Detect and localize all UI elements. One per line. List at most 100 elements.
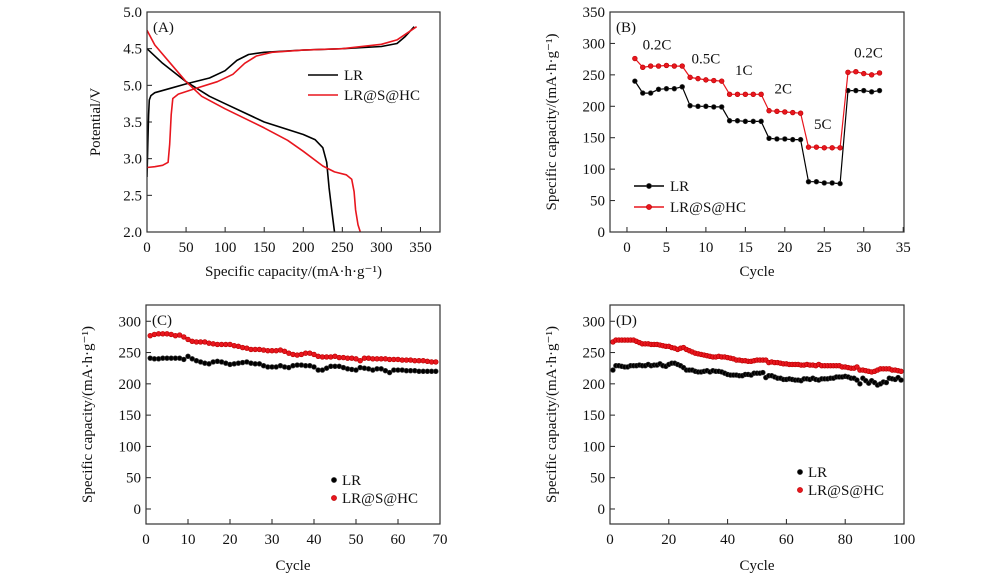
y-tick-label: 300 [583,314,606,330]
series-lr-s-hc-point [734,91,741,98]
plot-area [147,331,439,376]
series-lr-s-hc-point [695,75,701,82]
legend-marker-series-lr-s-hc [646,204,652,210]
series-lr-s-hc-point [797,110,804,116]
y-tick-label: 0 [134,502,142,518]
x-tick-label: 250 [331,240,354,256]
series-lr-s-hc-point [774,108,780,115]
series-lr-point [853,87,859,94]
series-lr-point [750,118,756,125]
y-tick-label: 200 [119,377,142,393]
series-lr-point [813,179,820,185]
x-tick-label: 20 [661,532,676,548]
series-lr-point [898,377,904,383]
y-tick-label: 250 [119,346,142,362]
series-lr-s-hc-point [655,63,662,69]
x-tick-label: 40 [307,532,322,548]
x-tick-label: 30 [265,532,280,548]
x-tick-label: 20 [223,532,238,548]
series-lr-point [679,84,685,90]
series-lr-s-hc-charge-curve [147,26,418,169]
series-lr-s-hc-point [758,91,764,98]
series-lr-point [805,179,812,185]
legend-marker-series-lr-s-hc [331,495,337,501]
series-lr-s-hc-point [433,359,439,365]
legend-label-series-lr-s-hc: LR@S@HC [808,483,884,499]
axes-frame [609,11,905,233]
x-tick-label: 0 [606,532,614,548]
legend-label-series-lr: LR [342,473,361,489]
x-tick-label: 20 [777,240,792,256]
x-tick-label: 80 [838,532,853,548]
series-lr-point [742,118,749,125]
series-lr-point [711,104,717,110]
series-lr-s-hc-point [703,77,709,83]
y-tick-label: 3.0 [123,152,142,168]
series-lr-point [185,353,191,360]
plot-area [632,55,883,187]
series-lr-point [703,103,709,109]
series-lr-point [837,180,843,187]
series-lr-s-hc-line [634,58,880,149]
axes-frame [146,11,441,233]
series-lr-point [311,364,317,370]
series-lr-point [433,368,439,375]
series-lr-point [797,136,804,143]
x-tick-label: 10 [181,532,196,548]
series-lr-point [640,90,646,96]
y-tick-label: 2.0 [123,225,142,241]
x-tick-label: 15 [738,240,753,256]
series-lr-point [782,136,788,142]
x-tick-label: 25 [817,240,832,256]
series-lr-s-hc-point [805,144,812,150]
x-axis-title: Specific capacity/(mA·h·g⁻¹) [205,264,382,280]
series-lr-s-hc-point [845,69,851,76]
x-tick-label: 0 [143,240,151,256]
x-tick-label: 0 [142,532,150,548]
series-lr-point [610,367,616,373]
series-lr-s-hc-point [837,145,843,151]
x-axis-title: Cycle [276,558,311,574]
series-lr-s-hc-point [671,63,678,69]
panel-label: (A) [153,20,174,36]
legend-marker-series-lr [331,477,337,483]
y-tick-label: 300 [119,314,142,330]
series-lr-point [774,136,780,142]
plot-area [147,26,418,232]
y-tick-label: 100 [583,162,606,178]
series-lr-s-hc-point [632,55,638,62]
y-tick-label: 0 [598,225,606,241]
legend-marker-series-lr [646,183,652,189]
x-tick-label: 60 [391,532,406,548]
legend-label-series-lr: LR [344,68,363,84]
series-lr-point [687,102,693,109]
series-lr-s-hc-point [853,69,859,75]
y-tick-label: 200 [583,377,606,393]
y-tick-label: 150 [119,408,142,424]
series-lr-s-hc-point [357,357,363,364]
series-lr-s-hc-point [821,145,827,151]
series-lr-s-hc-point [868,72,875,78]
rate-annotation: 1C [735,63,753,79]
series-lr-point [663,85,670,92]
x-tick-label: 60 [779,532,794,548]
y-tick-label: 350 [583,5,606,21]
y-tick-label: 2.5 [123,188,142,204]
y-tick-label: 150 [583,131,606,147]
x-tick-label: 0 [623,240,631,256]
series-lr-point [790,136,796,143]
series-lr-point [695,103,701,109]
rate-annotation: 2C [774,82,792,98]
rate-annotation: 5C [814,117,832,133]
panel-label: (C) [152,313,172,329]
series-lr-s-hc-point [718,78,725,84]
panel-label: (D) [616,313,637,329]
series-lr-point [766,135,772,142]
series-lr-s-hc-point [898,368,904,375]
series-lr-s-hc-point [647,63,654,69]
y-tick-label: 5.0 [123,5,142,21]
series-lr-point [876,87,883,94]
series-lr-charge-curve [147,26,415,178]
axes-frame [609,304,905,525]
x-tick-label: 10 [698,240,713,256]
